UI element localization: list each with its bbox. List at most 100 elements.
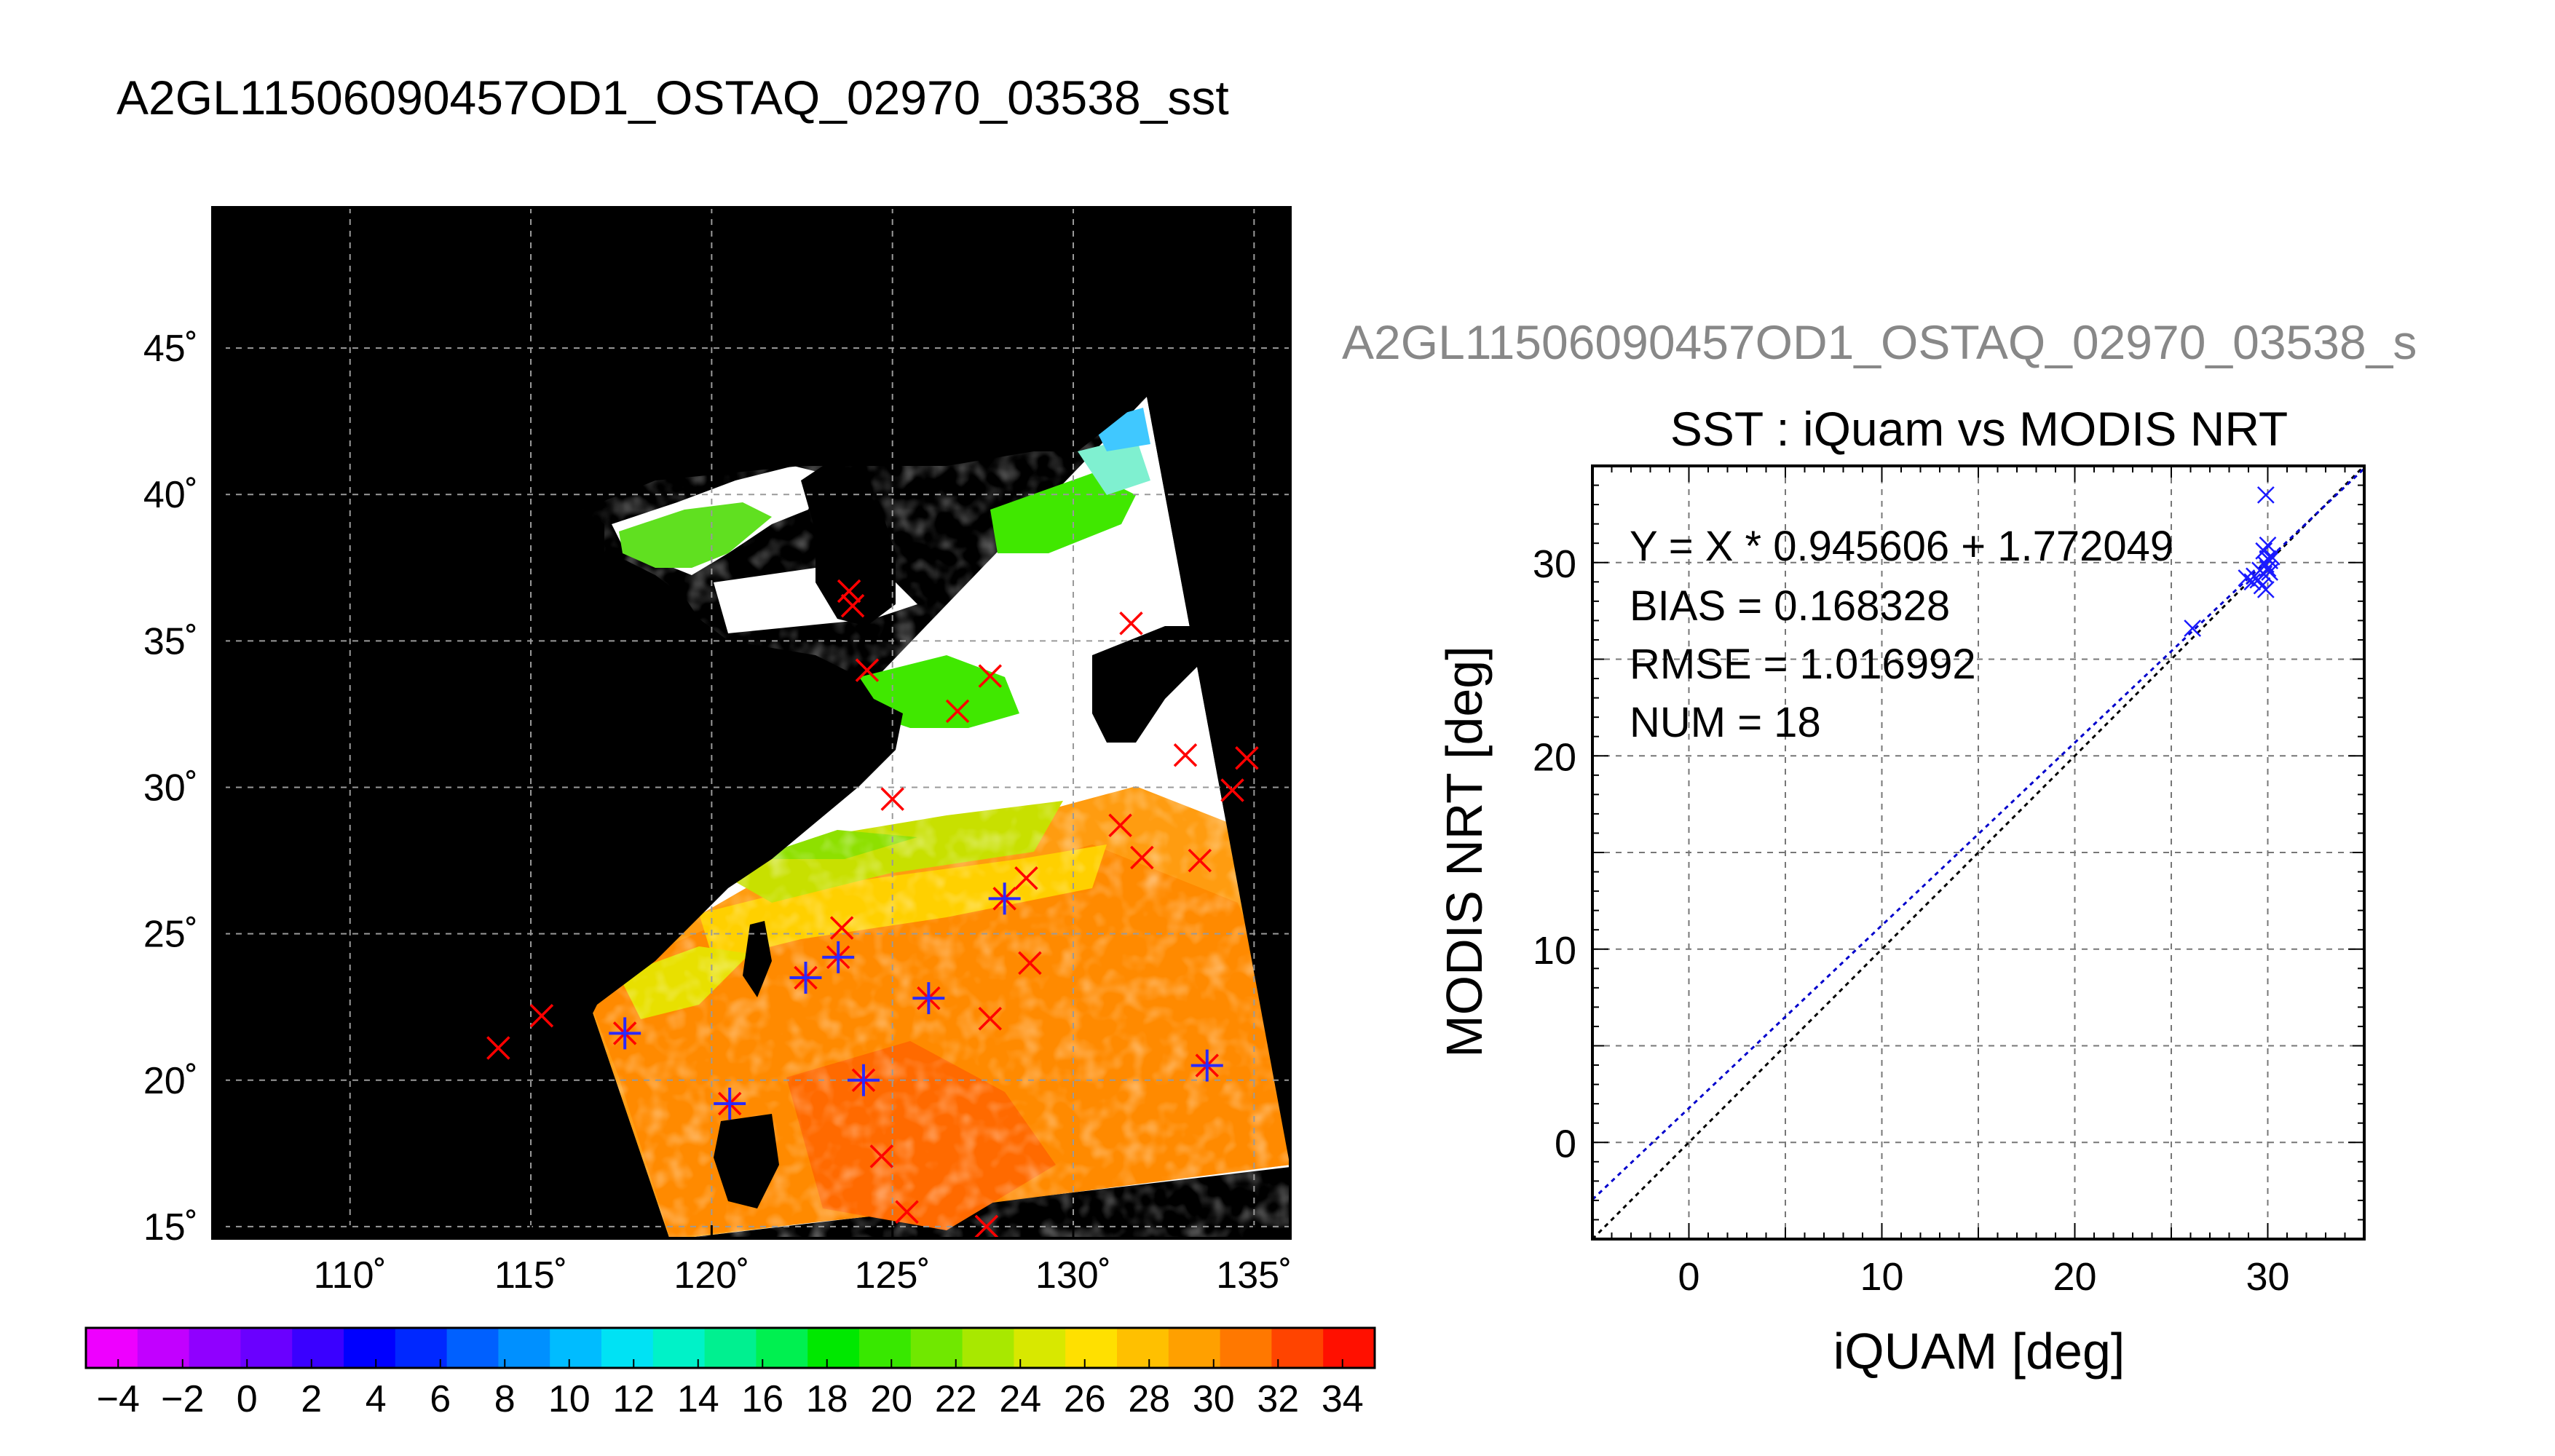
east-china-sea-green bbox=[859, 655, 1019, 728]
scatter-point bbox=[2262, 547, 2280, 566]
colorbar-tick-label: 24 bbox=[999, 1378, 1041, 1420]
colorbar-swatch bbox=[1014, 1328, 1066, 1368]
colorbar-tick-label: 4 bbox=[366, 1378, 387, 1420]
latitude-ticks: 45˚ 40˚ 35˚ 30˚ 25˚ 20˚ 15˚ bbox=[143, 328, 226, 1249]
red-match-marker bbox=[486, 1036, 510, 1060]
red-match-marker bbox=[529, 1004, 554, 1028]
lat-tick-label: 45˚ bbox=[143, 328, 198, 370]
sst-map: 110˚ 115˚ 120˚ 125˚ 130˚ 135˚ 45˚ 40˚ 35˚ 30˚ 25˚… bbox=[143, 206, 1292, 1297]
colorbar-swatch bbox=[550, 1328, 602, 1368]
lon-tick-label: 135˚ bbox=[1216, 1254, 1292, 1297]
blue-match-marker bbox=[847, 1064, 880, 1096]
colorbar-tick-label: 10 bbox=[548, 1378, 591, 1420]
x-tick-label: 0 bbox=[1678, 1255, 1699, 1299]
blue-match-marker bbox=[789, 961, 822, 994]
colorbar-swatch bbox=[292, 1328, 344, 1368]
colorbar-tick-label: 12 bbox=[612, 1378, 655, 1420]
sst-field bbox=[213, 207, 1290, 1238]
scatter-points bbox=[2184, 486, 2280, 637]
colorbar-tick-label: −2 bbox=[161, 1378, 204, 1420]
colorbar-swatch bbox=[652, 1328, 706, 1368]
colorbar-tick-label: 26 bbox=[1064, 1378, 1106, 1420]
fit-line bbox=[1592, 467, 2364, 1200]
colorbar-swatch bbox=[498, 1328, 550, 1368]
rmse-stat: RMSE = 1.016992 bbox=[1630, 641, 1976, 688]
korean-peninsula bbox=[801, 466, 896, 626]
colorbar-swatch bbox=[1168, 1328, 1221, 1368]
colorbar-swatch bbox=[859, 1328, 912, 1368]
y-tick-label: 30 bbox=[1533, 542, 1576, 586]
colorbar-tick-label: 16 bbox=[741, 1378, 783, 1420]
x-tick-label: 30 bbox=[2246, 1255, 2289, 1299]
lon-tick-label: 115˚ bbox=[494, 1254, 567, 1297]
y-tick-label: 10 bbox=[1533, 929, 1576, 973]
swath-edge-east bbox=[1147, 397, 1290, 1167]
scatter-plot: SST : iQuam vs MODIS NRT 0 10 20 300102030 … bbox=[1436, 402, 2366, 1380]
scatter-point bbox=[2256, 486, 2275, 504]
colorbar-tick-label: 34 bbox=[1322, 1378, 1364, 1420]
colorbar-frame bbox=[84, 1326, 1376, 1369]
x-axis-label: iQUAM [deg] bbox=[1833, 1323, 2125, 1380]
colorbar-swatch bbox=[1117, 1328, 1169, 1368]
swath-edge-west bbox=[213, 983, 670, 1238]
japan-kyushu bbox=[1092, 626, 1209, 743]
colorbar-tick-label: 8 bbox=[494, 1378, 516, 1420]
colorbar-tick-label: 30 bbox=[1193, 1378, 1235, 1420]
hainan bbox=[714, 1114, 779, 1208]
colorbar-tick-label: 14 bbox=[677, 1378, 719, 1420]
red-match-marker bbox=[1119, 611, 1143, 636]
identity-line bbox=[1592, 466, 2364, 1239]
red-match-marker bbox=[840, 593, 865, 618]
northern-land bbox=[213, 207, 1290, 510]
colorbar-swatch bbox=[601, 1328, 654, 1368]
blue-match-marker bbox=[1190, 1049, 1223, 1082]
red-match-marker bbox=[1188, 848, 1212, 873]
lon-tick-label: 130˚ bbox=[1035, 1254, 1111, 1297]
scatter-point bbox=[2256, 581, 2275, 598]
colorbar-swatch bbox=[446, 1328, 499, 1368]
sst-colorbar: −4 −2 0 2 4 6 8 10 12 14 16 18 20 22 24 26 28 30 32 34 bbox=[84, 1326, 1376, 1420]
map-grid bbox=[213, 207, 1290, 1238]
lon-tick-label: 125˚ bbox=[855, 1254, 931, 1297]
blue-match-marker bbox=[822, 941, 855, 973]
lon-tick-label: 110˚ bbox=[314, 1254, 387, 1297]
y-tick-label: 20 bbox=[1533, 735, 1576, 779]
colorbar-tick-label: 22 bbox=[935, 1378, 977, 1420]
bohai-sst bbox=[619, 502, 772, 568]
colorbar-swatch bbox=[910, 1328, 963, 1368]
red-match-marker bbox=[1235, 746, 1259, 770]
scatter-point bbox=[2243, 573, 2262, 591]
red-match-marker bbox=[1130, 845, 1154, 870]
colorbar-tick-label: 6 bbox=[430, 1378, 451, 1420]
match-markers bbox=[486, 579, 1259, 1239]
lat-tick-label: 30˚ bbox=[143, 767, 198, 810]
colorbar-swatch bbox=[704, 1328, 757, 1368]
lat-tick-label: 35˚ bbox=[143, 620, 198, 662]
red-match-marker bbox=[1173, 743, 1198, 767]
red-match-marker bbox=[978, 1007, 1003, 1031]
colorbar-swatch bbox=[962, 1328, 1014, 1368]
scatter-grid bbox=[1592, 466, 2364, 1239]
sea-of-japan-green bbox=[990, 473, 1136, 553]
blue-match-marker bbox=[912, 982, 945, 1015]
red-match-marker bbox=[855, 658, 880, 682]
lat-tick-label: 25˚ bbox=[143, 914, 198, 956]
colorbar-swatch bbox=[1065, 1328, 1118, 1368]
colorbar-swatch bbox=[807, 1328, 860, 1368]
lon-tick-label: 120˚ bbox=[674, 1254, 749, 1297]
colorbar-swatch bbox=[756, 1328, 808, 1368]
blue-match-marker bbox=[609, 1017, 641, 1050]
red-match-marker bbox=[945, 699, 970, 724]
colorbar-swatch bbox=[1271, 1328, 1324, 1368]
colorbar-swatch bbox=[240, 1328, 293, 1368]
y-axis-label: MODIS NRT [deg] bbox=[1436, 646, 1493, 1057]
blue-match-marker bbox=[714, 1087, 746, 1120]
colorbar-tick-label: 32 bbox=[1257, 1378, 1299, 1420]
num-stat: NUM = 18 bbox=[1630, 699, 1821, 746]
red-match-marker bbox=[1014, 866, 1038, 890]
red-match-marker bbox=[974, 1214, 999, 1239]
figure-title: A2GL11506090457OD1_OSTAQ_02970_03538_sst bbox=[117, 71, 1229, 124]
scatter-ticks: 0 10 20 30 0 10 20 30 bbox=[1533, 465, 2365, 1299]
scatter-point bbox=[2184, 620, 2202, 637]
